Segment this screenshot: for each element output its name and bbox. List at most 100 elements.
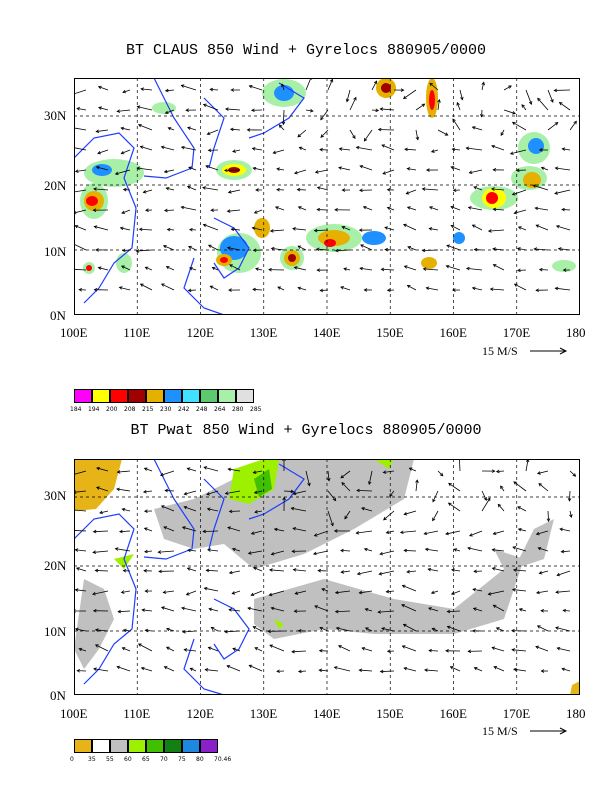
wind-vector-head bbox=[92, 550, 96, 554]
wind-vector-head bbox=[487, 592, 492, 596]
wind-vector bbox=[425, 548, 439, 552]
wind-vector-head bbox=[402, 623, 407, 628]
wind-vector bbox=[452, 148, 461, 151]
wind-vector bbox=[98, 267, 109, 271]
wind-vector-head bbox=[332, 497, 337, 502]
wind-vector bbox=[75, 225, 87, 231]
wind-vector-head bbox=[534, 206, 539, 211]
wind-vector bbox=[313, 550, 329, 555]
wind-vector-head bbox=[116, 665, 121, 670]
wind-vector-head bbox=[528, 101, 533, 105]
wind-vector bbox=[467, 547, 483, 552]
wind-vector bbox=[424, 669, 439, 672]
wind-vector bbox=[121, 265, 131, 271]
wind-vector-head bbox=[98, 106, 102, 110]
wind-vector bbox=[211, 627, 219, 632]
wind-vector-head bbox=[94, 628, 99, 632]
wind-vector-head bbox=[165, 265, 170, 270]
wind-vector bbox=[210, 285, 219, 291]
wind-vector bbox=[452, 118, 461, 131]
wind-vector-head bbox=[492, 168, 497, 172]
wind-vector-head bbox=[315, 247, 320, 252]
wind-vector-head bbox=[228, 288, 232, 292]
wind-vector bbox=[339, 148, 351, 151]
wind-vector bbox=[437, 470, 444, 477]
wind-vector-head bbox=[185, 592, 190, 596]
wind-vector-head bbox=[78, 287, 83, 292]
wind-vector bbox=[184, 490, 197, 495]
wind-vector-head bbox=[472, 587, 477, 592]
lat-label-20n: 20N bbox=[44, 178, 67, 193]
wind-vector bbox=[472, 126, 483, 131]
wind-vector-head bbox=[317, 568, 322, 573]
wind-vector-head bbox=[118, 286, 123, 290]
wind-vector-head bbox=[513, 283, 518, 287]
wind-vector bbox=[122, 89, 131, 93]
wind-vector bbox=[491, 188, 505, 191]
wind-vector bbox=[559, 102, 571, 111]
wind-vector-head bbox=[377, 610, 382, 614]
wind-vector bbox=[226, 665, 241, 672]
wind-vector-head bbox=[121, 507, 126, 512]
wind-vector bbox=[210, 88, 219, 91]
wind-vector-head bbox=[185, 108, 189, 113]
wind-vector bbox=[448, 483, 461, 492]
wind-vector bbox=[407, 285, 417, 291]
wind-vector bbox=[537, 98, 549, 111]
wind-vector-head bbox=[165, 186, 170, 191]
wind-vector bbox=[93, 668, 109, 672]
wind-vector-head bbox=[206, 131, 211, 136]
wind-vector-head bbox=[432, 517, 436, 522]
wind-vector-head bbox=[278, 124, 283, 129]
wind-vector bbox=[188, 246, 197, 251]
wind-vector bbox=[202, 187, 219, 191]
wind-vector-head bbox=[206, 507, 211, 512]
wind-vector-head bbox=[142, 489, 147, 494]
wind-vector bbox=[141, 667, 153, 672]
wind-vector-head bbox=[334, 248, 339, 253]
wind-vector bbox=[402, 645, 417, 652]
wind-vector bbox=[431, 628, 439, 632]
wind-vector bbox=[474, 249, 483, 251]
wind-vector bbox=[493, 604, 505, 612]
wind-vector-head bbox=[450, 165, 455, 170]
wind-vectors bbox=[74, 459, 577, 674]
wind-vector-head bbox=[384, 226, 389, 230]
wind-vector-head bbox=[403, 265, 408, 269]
colorbar-swatch bbox=[74, 389, 92, 403]
wind-vector-head bbox=[313, 228, 318, 233]
wind-vector bbox=[514, 283, 527, 291]
wind-vector bbox=[232, 149, 241, 153]
wind-vector-head bbox=[250, 531, 255, 535]
wind-vector bbox=[206, 490, 219, 495]
wind-vector-head bbox=[165, 646, 170, 650]
wind-vector-head bbox=[232, 149, 236, 153]
wind-vector bbox=[319, 669, 329, 672]
ref-vector-arrow-1 bbox=[530, 347, 568, 355]
wind-vector-head bbox=[74, 588, 79, 592]
wind-vector bbox=[481, 490, 487, 501]
wind-vector-head bbox=[163, 169, 168, 174]
wind-vector-head bbox=[473, 667, 478, 671]
lat-label-0n: 0N bbox=[50, 308, 66, 323]
wind-vector bbox=[561, 550, 571, 553]
wind-vector-head bbox=[116, 487, 120, 492]
wind-vector bbox=[517, 247, 527, 251]
wind-vector-head bbox=[74, 627, 79, 632]
wind-vector-head bbox=[163, 666, 168, 670]
wind-vector bbox=[383, 470, 395, 473]
wind-vector bbox=[481, 82, 485, 91]
wind-vector-head bbox=[451, 147, 456, 152]
lon-label: 180 bbox=[566, 325, 586, 340]
wind-vector-head bbox=[227, 467, 232, 472]
wind-vector bbox=[364, 548, 373, 552]
wind-vector bbox=[535, 207, 549, 211]
wind-vector bbox=[187, 467, 197, 472]
wind-vector-head bbox=[517, 226, 522, 230]
wind-vector bbox=[389, 490, 395, 497]
wind-vector-head bbox=[555, 590, 559, 594]
wind-vector-head bbox=[491, 646, 496, 650]
colorbar-swatch bbox=[128, 389, 146, 403]
wind-vector-head bbox=[99, 510, 103, 515]
wind-vector-head bbox=[121, 647, 126, 651]
